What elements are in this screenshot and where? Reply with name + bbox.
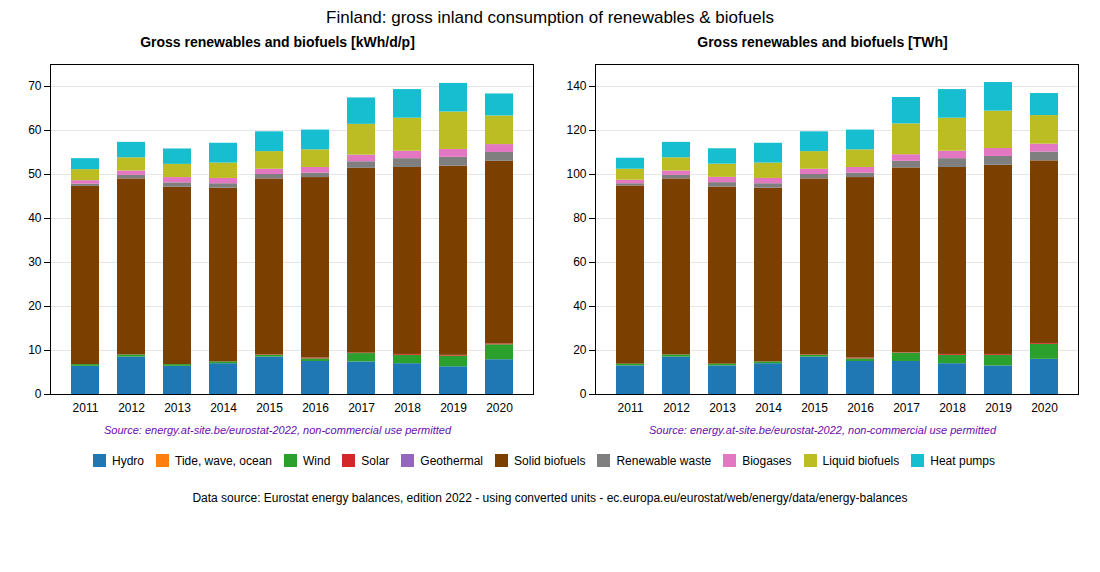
svg-text:50: 50 (28, 167, 42, 181)
html-text:Gross renewables and biofuels: Gross renewables and biofuels [kWh/d/p] (140, 34, 415, 50)
svg-text:10: 10 (28, 343, 42, 357)
svg-text:70: 70 (28, 79, 42, 93)
html-text:Finland: gross inland consumpt: Finland: gross inland consumption of ren… (326, 8, 774, 27)
html-text:Data source: Eurostat energy b: Data source: Eurostat energy balances, e… (192, 491, 908, 505)
svg-text:140: 140 (566, 79, 586, 93)
svg-text:2019: 2019 (985, 401, 1012, 415)
svg-text:60: 60 (28, 123, 42, 137)
html-text:Wind: Wind (303, 453, 331, 468)
html-text:Gross renewables and biofuels: Gross renewables and biofuels [TWh] (697, 34, 948, 50)
svg-text:2013: 2013 (164, 401, 191, 415)
html-text:Source: energy.at-site.be/euro: Source: energy.at-site.be/eurostat-2022,… (649, 424, 996, 436)
html-text:Geothermal: Geothermal (420, 453, 483, 468)
html-text:Tide, wave, ocean: Tide, wave, ocean (175, 453, 272, 468)
svg-text:2013: 2013 (709, 401, 736, 415)
html-text:Biogases: Biogases (742, 453, 792, 468)
html-text:Hydro: Hydro (112, 453, 144, 468)
svg-text:2017: 2017 (893, 401, 920, 415)
svg-text:0: 0 (580, 387, 587, 401)
svg-text:2018: 2018 (939, 401, 966, 415)
svg-text:60: 60 (573, 255, 587, 269)
svg-text:2020: 2020 (486, 401, 513, 415)
svg-text:2014: 2014 (755, 401, 782, 415)
svg-text:2018: 2018 (394, 401, 421, 415)
svg-text:120: 120 (566, 123, 586, 137)
svg-text:2017: 2017 (348, 401, 375, 415)
svg-text:2011: 2011 (73, 401, 99, 415)
svg-text:2019: 2019 (440, 401, 467, 415)
svg-text:30: 30 (28, 255, 42, 269)
html-text:Heat pumps: Heat pumps (930, 453, 995, 468)
html-text:Solar: Solar (361, 453, 390, 468)
svg-text:2016: 2016 (847, 401, 874, 415)
svg-text:100: 100 (566, 167, 586, 181)
html-text:Liquid biofuels: Liquid biofuels (822, 453, 900, 468)
svg-text:2012: 2012 (663, 401, 690, 415)
svg-text:20: 20 (28, 299, 42, 313)
svg-text:2014: 2014 (210, 401, 237, 415)
html-text:Source: energy.at-site.be/euro: Source: energy.at-site.be/eurostat-2022,… (104, 424, 451, 436)
svg-text:2016: 2016 (302, 401, 329, 415)
svg-text:20: 20 (573, 343, 587, 357)
svg-text:40: 40 (28, 211, 42, 225)
svg-text:2012: 2012 (118, 401, 145, 415)
svg-text:2015: 2015 (801, 401, 828, 415)
svg-text:2011: 2011 (618, 401, 644, 415)
svg-text:40: 40 (573, 299, 587, 313)
html-text:Renewable waste: Renewable waste (616, 453, 712, 468)
html-text:Solid biofuels: Solid biofuels (514, 453, 586, 468)
svg-text:2020: 2020 (1031, 401, 1058, 415)
svg-text:80: 80 (573, 211, 587, 225)
svg-text:2015: 2015 (256, 401, 283, 415)
svg-text:0: 0 (35, 387, 42, 401)
